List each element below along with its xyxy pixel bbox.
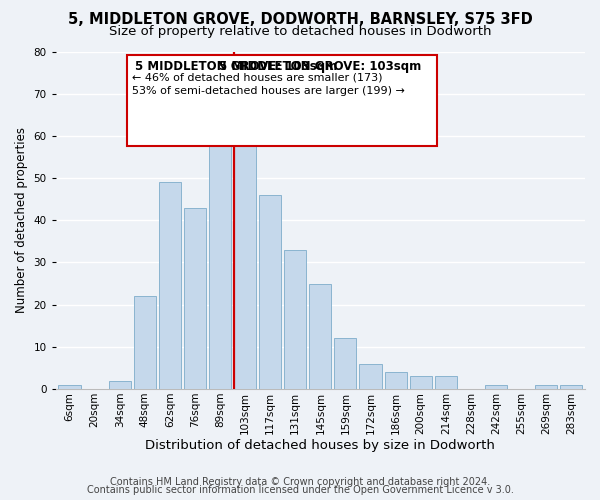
- Bar: [259, 195, 281, 389]
- Text: Contains public sector information licensed under the Open Government Licence v : Contains public sector information licen…: [86, 485, 514, 495]
- Bar: [310, 284, 331, 389]
- Bar: [58, 385, 80, 389]
- Y-axis label: Number of detached properties: Number of detached properties: [15, 128, 28, 314]
- Text: 53% of semi-detached houses are larger (199) →: 53% of semi-detached houses are larger (…: [133, 86, 406, 96]
- Bar: [385, 372, 407, 389]
- Bar: [535, 385, 557, 389]
- Text: Size of property relative to detached houses in Dodworth: Size of property relative to detached ho…: [109, 25, 491, 38]
- FancyBboxPatch shape: [127, 55, 437, 146]
- Bar: [435, 376, 457, 389]
- Text: 5, MIDDLETON GROVE, DODWORTH, BARNSLEY, S75 3FD: 5, MIDDLETON GROVE, DODWORTH, BARNSLEY, …: [68, 12, 532, 28]
- Bar: [134, 296, 156, 389]
- Bar: [184, 208, 206, 389]
- Text: Contains HM Land Registry data © Crown copyright and database right 2024.: Contains HM Land Registry data © Crown c…: [110, 477, 490, 487]
- Bar: [209, 123, 231, 389]
- Bar: [234, 115, 256, 389]
- Text: 5 MIDDLETON GROVE: 103sqm: 5 MIDDLETON GROVE: 103sqm: [135, 60, 337, 73]
- Bar: [109, 380, 131, 389]
- Bar: [284, 250, 307, 389]
- Bar: [359, 364, 382, 389]
- Bar: [560, 385, 582, 389]
- Bar: [485, 385, 507, 389]
- Text: ← 46% of detached houses are smaller (173): ← 46% of detached houses are smaller (17…: [133, 72, 383, 83]
- Text: 5 MIDDLETON GROVE: 103sqm: 5 MIDDLETON GROVE: 103sqm: [219, 60, 421, 73]
- Bar: [334, 338, 356, 389]
- Bar: [410, 376, 432, 389]
- Bar: [159, 182, 181, 389]
- X-axis label: Distribution of detached houses by size in Dodworth: Distribution of detached houses by size …: [145, 440, 495, 452]
